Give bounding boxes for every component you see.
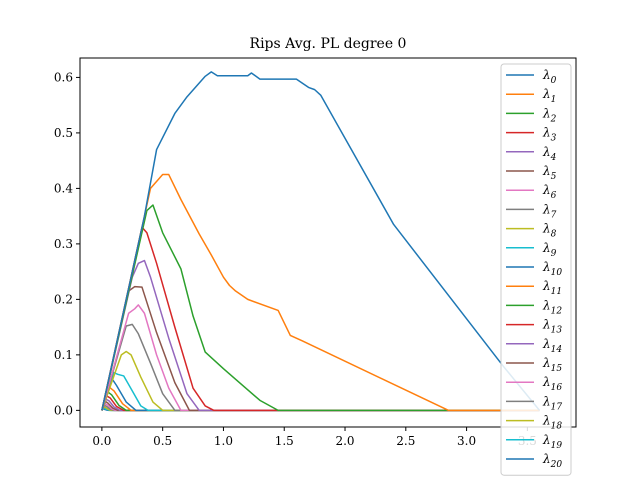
series-line-13	[101, 395, 540, 412]
series-line-1	[101, 173, 540, 412]
series-line-6	[101, 304, 540, 412]
series-line-8	[101, 350, 540, 412]
series-line-16	[101, 402, 540, 412]
y-tick-label: 0.5	[54, 126, 73, 140]
x-tick-label: 1.0	[214, 434, 233, 448]
series-line-5	[101, 285, 540, 412]
series-lines	[101, 71, 541, 412]
plot-frame	[79, 57, 577, 428]
y-tick-label: 0.0	[54, 403, 73, 417]
series-line-2	[101, 204, 540, 412]
axes: 0.00.51.01.52.02.53.03.50.00.10.20.30.40…	[54, 70, 537, 448]
x-tick-label: 3.0	[457, 434, 476, 448]
series-line-4	[101, 259, 540, 412]
x-tick-label: 0.0	[92, 434, 111, 448]
series-line-15	[101, 400, 540, 412]
x-tick-label: 2.5	[396, 434, 415, 448]
y-tick-label: 0.2	[54, 292, 73, 306]
series-line-9	[101, 371, 540, 412]
y-tick-label: 0.4	[54, 181, 73, 195]
x-tick-label: 1.5	[275, 434, 294, 448]
series-line-0	[101, 71, 541, 411]
legend-box	[500, 63, 572, 476]
y-tick-label: 0.1	[54, 348, 73, 362]
x-tick-label: 0.5	[153, 434, 172, 448]
legend: λ0λ1λ2λ3λ4λ5λ6λ7λ8λ9λ10λ11λ12λ13λ14λ15λ1…	[500, 63, 572, 476]
series-line-3	[101, 226, 540, 412]
x-tick-label: 2.0	[335, 434, 354, 448]
series-line-11	[101, 386, 540, 412]
y-tick-label: 0.6	[54, 70, 73, 84]
chart-title: Rips Avg. PL degree 0	[250, 36, 407, 52]
series-line-7	[101, 323, 540, 412]
y-tick-label: 0.3	[54, 237, 73, 251]
